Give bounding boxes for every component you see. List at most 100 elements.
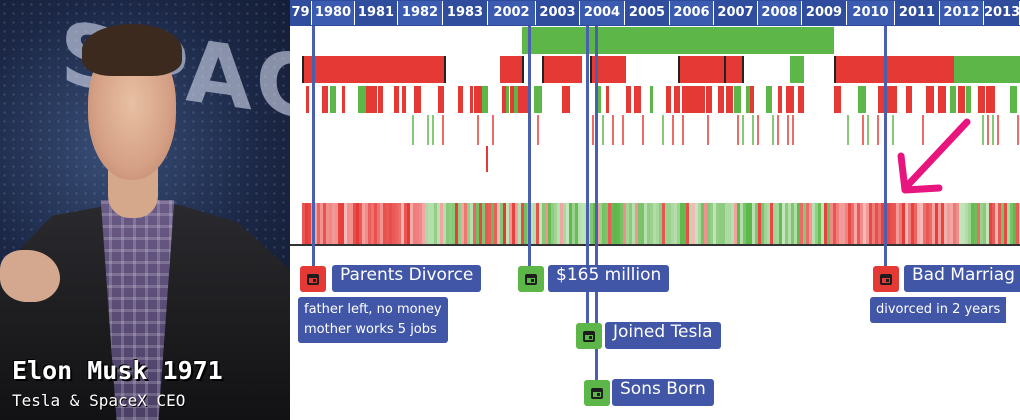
year-cell[interactable]: 1982 [398,1,443,25]
year-cell[interactable]: 2003 [536,1,580,25]
sentiment-cell [443,203,446,244]
year-cell[interactable]: 1983 [443,1,488,25]
year-cell[interactable]: 2006 [670,1,714,25]
sentiment-cell [722,203,725,244]
sentiment-cell [538,86,542,113]
sentiment-cell [701,203,704,244]
sentiment-cell [458,86,463,113]
sentiment-cell [314,203,317,244]
sentiment-cell [344,203,347,244]
sentiment-cell [467,203,470,244]
sentiment-cell [521,203,524,244]
sentiment-cell [956,203,959,244]
sentiment-cell [398,203,401,244]
event-label-sons-born[interactable]: Sons Born [612,379,714,406]
sentiment-cell [716,203,719,244]
calendar-icon[interactable] [584,380,610,406]
year-cell[interactable]: 2007 [714,1,758,25]
sentiment-cell [626,203,629,244]
sentiment-cell [482,86,488,113]
sentiment-cell [622,115,624,145]
calendar-icon[interactable] [518,266,544,292]
sentiment-cell [306,86,309,113]
event-label-joined-tesla[interactable]: Joined Tesla [605,322,721,349]
sentiment-cell [548,203,551,244]
year-cell[interactable]: 2005 [625,1,670,25]
sentiment-cell [858,86,866,113]
sentiment-cell [749,203,752,244]
sentiment-cell [537,115,539,145]
sentiment-cell [862,115,864,145]
calendar-icon[interactable] [873,266,899,292]
year-cell[interactable]: 2004 [580,1,625,25]
sentiment-cell [890,203,893,244]
event-label-165-million[interactable]: $165 million [548,265,670,292]
year-cell[interactable]: 2010 [847,1,895,25]
sentiment-cell [641,203,644,244]
sentiment-cell [959,203,962,244]
year-cell[interactable]: 2012 [940,1,984,25]
sentiment-cell [966,86,971,113]
timeline-baseline [290,244,1020,246]
note-line: mother works 5 jobs [304,322,437,337]
year-cell[interactable]: 2008 [758,1,802,25]
sentiment-cell [392,203,395,244]
year-cell[interactable]: 2002 [488,1,536,25]
sentiment-cell [410,203,413,244]
year-cell[interactable]: 79 [290,1,312,25]
sentiment-cell [734,203,737,244]
calendar-icon[interactable] [300,266,326,292]
sentiment-cell [389,203,392,244]
sentiment-cell [677,203,680,244]
sentiment-cell [644,203,647,244]
sentiment-cell [794,203,797,244]
sentiment-cell [752,203,755,244]
sentiment-cell [923,203,926,244]
sentiment-cell [906,86,912,113]
sentiment-cell [431,203,434,244]
sentiment-cell [833,203,836,244]
sentiment-cell [542,56,582,83]
sentiment-cell [770,203,773,244]
sentiment-cell [706,86,712,113]
sentiment-cell [962,203,965,244]
year-cell[interactable]: 1981 [355,1,398,25]
sentiment-cell [308,203,311,244]
sentiment-cell [707,203,710,244]
sentiment-cell [545,203,548,244]
sentiment-cell [446,203,449,244]
sentiment-cell [680,203,683,244]
event-label-parents-divorce[interactable]: Parents Divorce [332,265,482,292]
event-connector [528,26,531,272]
photo-hand [0,250,60,302]
calendar-icon[interactable] [576,323,602,349]
sentiment-cell [329,203,332,244]
sentiment-cell [724,56,726,83]
sentiment-cell [386,203,389,244]
sentiment-cell [878,203,881,244]
sentiment-cell [797,203,800,244]
sentiment-cell [590,203,593,244]
sentiment-cell [698,203,701,244]
sentiment-cell [452,203,455,244]
sentiment-cell [920,203,923,244]
sentiment-cell [427,115,429,145]
year-cell[interactable]: 1980 [312,1,355,25]
sentiment-cell [320,203,323,244]
sentiment-cell [612,115,614,145]
sentiment-cell [785,203,788,244]
profile-role: Tesla & SpaceX CEO [12,391,186,410]
event-label-bad-marriage[interactable]: Bad Marriag [904,265,1020,292]
sentiment-cell [944,203,947,244]
sentiment-cell [506,203,509,244]
sentiment-cell [449,203,452,244]
sentiment-cell [800,203,803,244]
event-connector [884,26,887,272]
year-cell[interactable]: 2011 [895,1,940,25]
sentiment-cell [881,203,884,244]
sentiment-cell [892,115,894,145]
sentiment-cell [1016,203,1019,244]
year-cell[interactable]: 2009 [802,1,847,25]
sentiment-cell [821,203,824,244]
sentiment-cell [662,115,664,145]
